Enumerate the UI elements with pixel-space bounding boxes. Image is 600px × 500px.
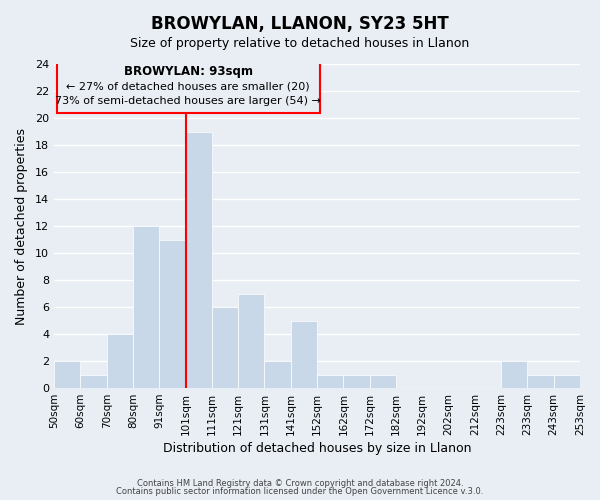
Text: 73% of semi-detached houses are larger (54) →: 73% of semi-detached houses are larger (… (55, 96, 321, 106)
Bar (212, 307, 238, 388)
Bar (185, 132, 212, 388)
Bar (370, 374, 396, 388)
Bar (343, 374, 370, 388)
Bar (80, 374, 107, 388)
Bar (291, 320, 317, 388)
Bar (238, 294, 265, 388)
Bar (133, 226, 159, 388)
Y-axis label: Number of detached properties: Number of detached properties (15, 128, 28, 324)
Text: ← 27% of detached houses are smaller (20): ← 27% of detached houses are smaller (20… (67, 82, 310, 92)
Bar (501, 361, 527, 388)
Bar (54, 361, 80, 388)
FancyBboxPatch shape (56, 60, 320, 112)
Text: BROWYLAN, LLANON, SY23 5HT: BROWYLAN, LLANON, SY23 5HT (151, 15, 449, 33)
Bar (159, 240, 185, 388)
Bar (265, 361, 291, 388)
X-axis label: Distribution of detached houses by size in Llanon: Distribution of detached houses by size … (163, 442, 471, 455)
Text: Size of property relative to detached houses in Llanon: Size of property relative to detached ho… (130, 38, 470, 51)
Bar (317, 374, 343, 388)
Text: Contains HM Land Registry data © Crown copyright and database right 2024.: Contains HM Land Registry data © Crown c… (137, 478, 463, 488)
Text: Contains public sector information licensed under the Open Government Licence v.: Contains public sector information licen… (116, 487, 484, 496)
Bar (527, 374, 554, 388)
Bar (554, 374, 580, 388)
Bar (107, 334, 133, 388)
Text: BROWYLAN: 93sqm: BROWYLAN: 93sqm (124, 65, 253, 78)
